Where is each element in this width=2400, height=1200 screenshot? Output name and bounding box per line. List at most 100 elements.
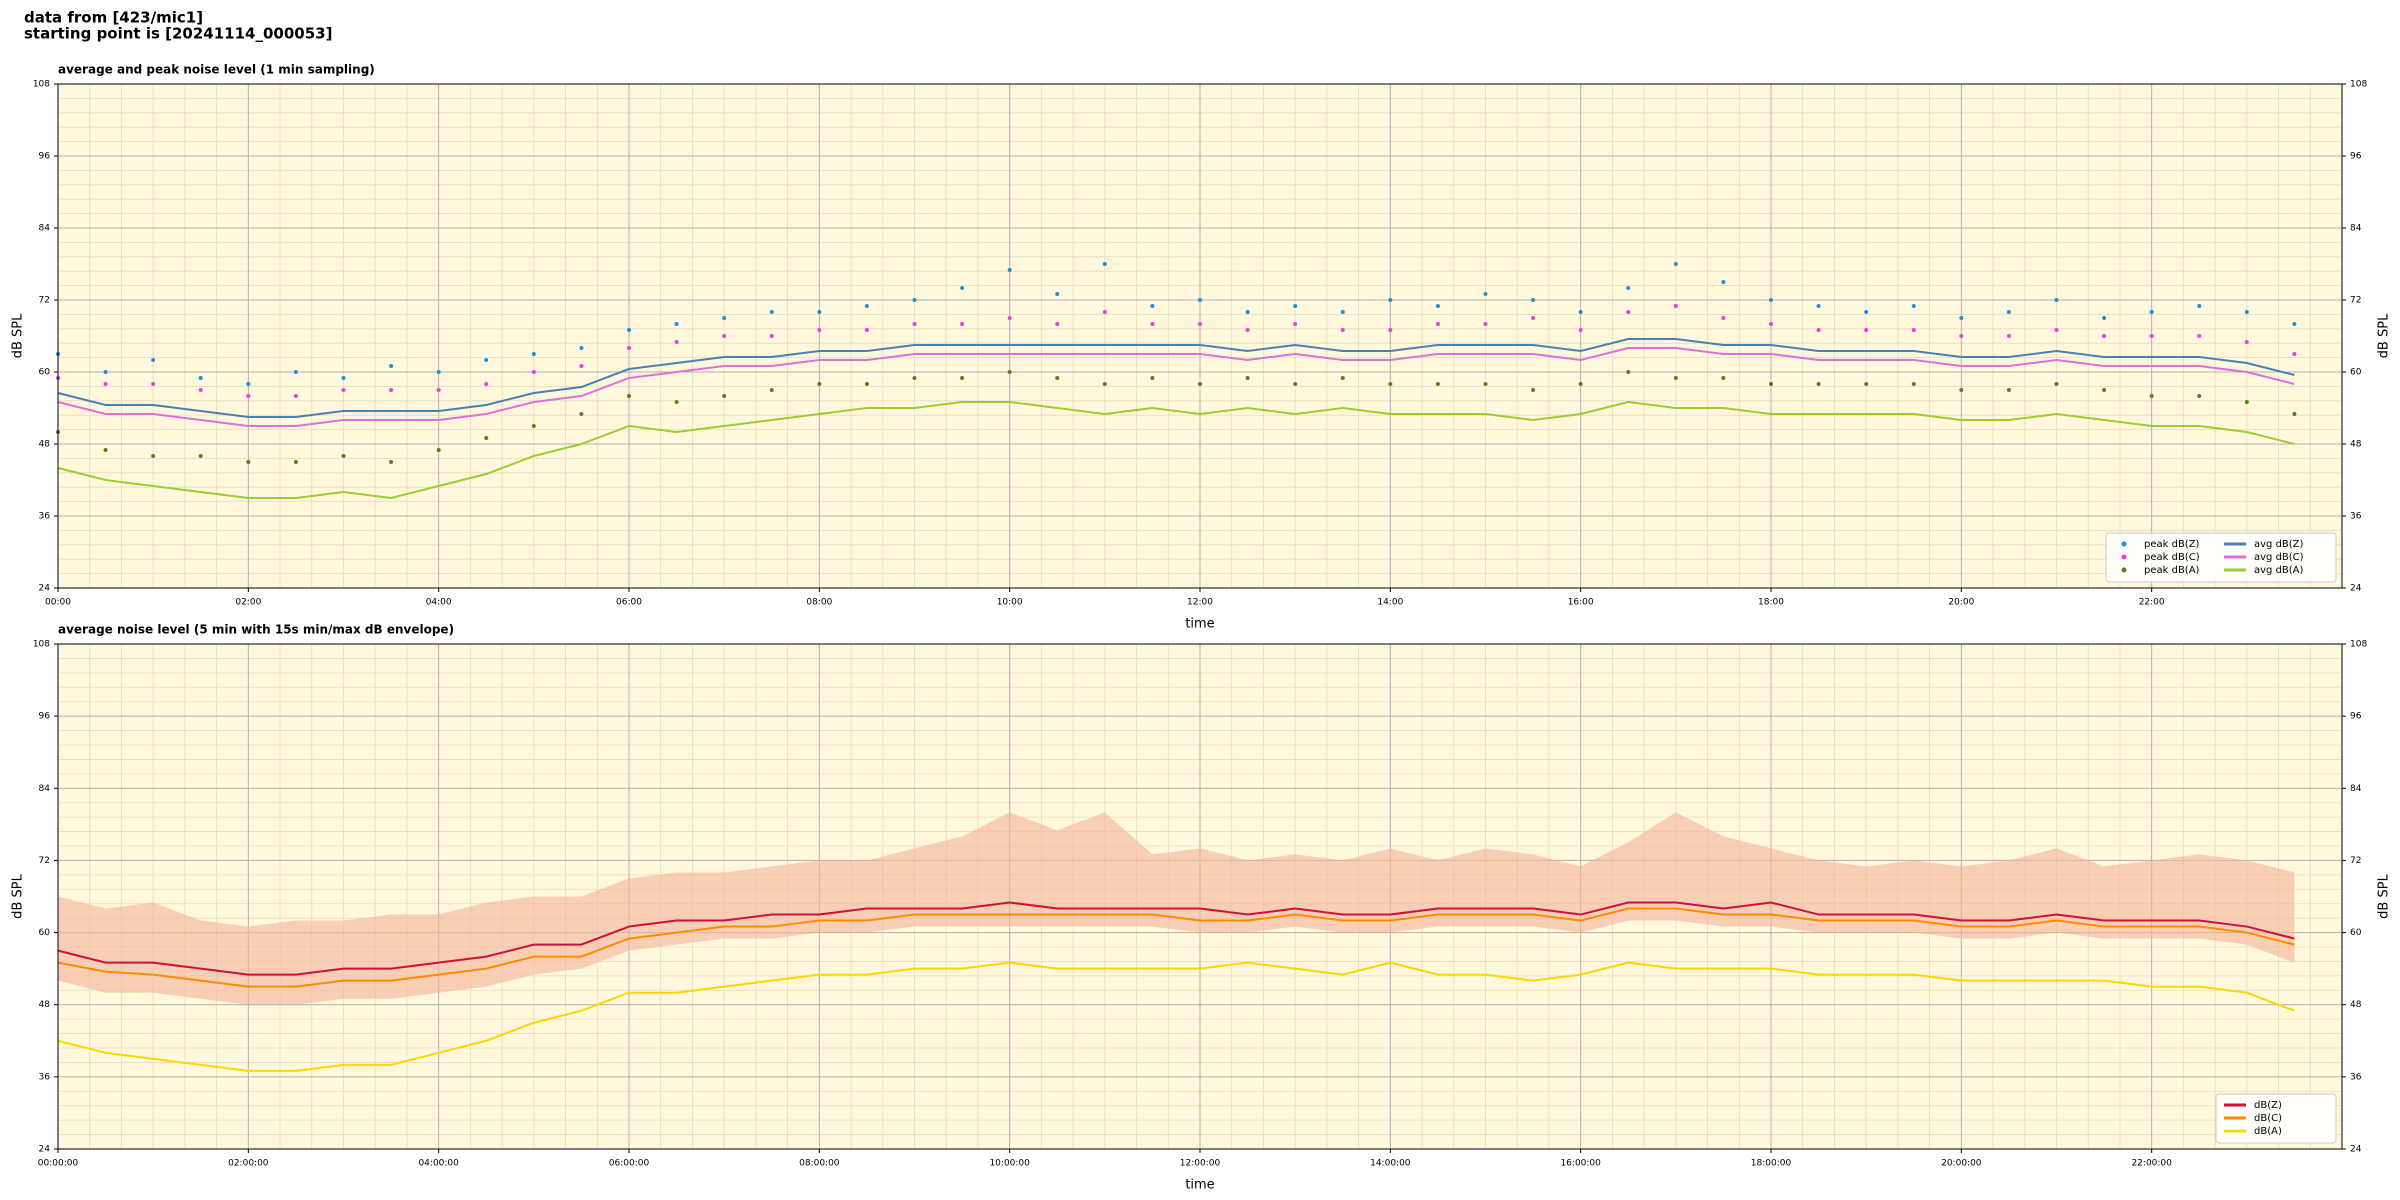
peak-point bbox=[1198, 298, 1202, 302]
peak-point bbox=[1864, 382, 1869, 386]
x-tick-label: 00:00 bbox=[45, 598, 71, 608]
y-tick-label: 24 bbox=[2350, 584, 2362, 594]
peak-point bbox=[627, 346, 631, 350]
peak-point bbox=[1055, 322, 1060, 326]
peak-point bbox=[151, 358, 156, 362]
y-tick-label: 96 bbox=[2350, 712, 2362, 722]
legend-label: peak dB(A) bbox=[2144, 565, 2200, 576]
peak-point bbox=[1388, 382, 1393, 386]
peak-point bbox=[531, 370, 536, 374]
x-tick-label: 20:00:00 bbox=[1941, 1159, 1982, 1169]
peak-point bbox=[627, 328, 631, 332]
peak-point bbox=[2292, 322, 2297, 326]
series-line bbox=[57, 961, 2295, 1072]
peak-point bbox=[2054, 298, 2059, 302]
y-tick-label: 24 bbox=[39, 584, 51, 594]
peak-point bbox=[817, 328, 822, 332]
x-tick-label: 10:00 bbox=[997, 598, 1023, 608]
y-tick-label: 60 bbox=[39, 368, 51, 378]
peak-point bbox=[1198, 322, 1202, 326]
peak-point bbox=[1245, 310, 1250, 314]
legend-label: dB(A) bbox=[2254, 1126, 2282, 1137]
peak-point bbox=[1673, 262, 1678, 266]
peak-point bbox=[1626, 286, 1631, 290]
y-tick-label: 36 bbox=[2350, 1072, 2362, 1082]
legend-label: peak dB(Z) bbox=[2144, 539, 2200, 550]
header-line: starting point is [20241114_000053] bbox=[24, 25, 332, 43]
peak-point bbox=[1769, 382, 1773, 386]
legend-label: dB(Z) bbox=[2254, 1100, 2282, 1111]
y-tick-label: 48 bbox=[39, 1000, 51, 1010]
peak-point bbox=[1388, 328, 1393, 332]
peak-point bbox=[436, 448, 441, 452]
peak-point bbox=[579, 364, 584, 368]
peak-point bbox=[674, 340, 679, 344]
peak-point bbox=[1293, 322, 1298, 326]
peak-point bbox=[2244, 310, 2249, 314]
series-line bbox=[57, 338, 2295, 418]
peak-point bbox=[198, 376, 203, 380]
peak-point bbox=[1007, 370, 1012, 374]
chart-title: average and peak noise level (1 min samp… bbox=[58, 63, 375, 77]
legend-label: peak dB(C) bbox=[2144, 552, 2200, 563]
peak-point bbox=[1150, 322, 1155, 326]
peak-point bbox=[1911, 304, 1916, 308]
plot-frame bbox=[57, 83, 2343, 589]
peak-point bbox=[246, 394, 251, 398]
peak-point bbox=[2292, 412, 2297, 416]
peak-point bbox=[341, 376, 346, 380]
y-tick-label: 60 bbox=[39, 928, 51, 938]
peak-point bbox=[1483, 382, 1488, 386]
legend-label: avg dB(A) bbox=[2254, 565, 2304, 576]
peak-point bbox=[293, 460, 298, 464]
y-tick-label: 108 bbox=[2350, 80, 2367, 90]
peak-point bbox=[1721, 316, 1726, 320]
peak-point bbox=[484, 436, 489, 440]
peak-point bbox=[1531, 388, 1536, 392]
y-tick-label: 36 bbox=[2350, 512, 2362, 522]
legend-marker bbox=[2121, 554, 2127, 560]
peak-point bbox=[1340, 376, 1345, 380]
peak-point bbox=[769, 388, 774, 392]
y-tick-label: 96 bbox=[39, 152, 51, 162]
y-tick-label: 84 bbox=[39, 784, 51, 794]
peak-point bbox=[674, 322, 679, 326]
legend-label: avg dB(C) bbox=[2254, 552, 2304, 563]
peak-point bbox=[1293, 304, 1298, 308]
peak-point bbox=[531, 352, 536, 356]
x-axis-label: time bbox=[1185, 617, 1214, 632]
peak-point bbox=[1198, 382, 1202, 386]
x-tick-label: 06:00:00 bbox=[609, 1159, 650, 1169]
peak-point bbox=[389, 388, 394, 392]
y-axis-label: dB SPL bbox=[2377, 873, 2392, 918]
peak-point bbox=[1816, 382, 1821, 386]
peak-point bbox=[1245, 328, 1250, 332]
y-tick-label: 36 bbox=[39, 1072, 51, 1082]
x-tick-label: 06:00 bbox=[616, 598, 642, 608]
peak-point bbox=[1531, 298, 1536, 302]
peak-point bbox=[722, 394, 727, 398]
series-line bbox=[57, 901, 2295, 976]
peak-point bbox=[2006, 388, 2011, 392]
peak-point bbox=[1340, 310, 1345, 314]
peak-point bbox=[674, 400, 679, 404]
y-tick-label: 72 bbox=[2350, 296, 2361, 306]
peak-point bbox=[769, 334, 774, 338]
peak-point bbox=[1769, 298, 1773, 302]
peak-point bbox=[912, 298, 917, 302]
peak-point bbox=[817, 382, 822, 386]
y-axis-label: dB SPL bbox=[11, 313, 26, 358]
peak-point bbox=[722, 334, 727, 338]
peak-point bbox=[627, 394, 631, 398]
peak-point bbox=[1721, 376, 1726, 380]
peak-point bbox=[960, 322, 965, 326]
peak-point bbox=[1102, 382, 1107, 386]
peak-point bbox=[2244, 400, 2249, 404]
x-tick-label: 08:00:00 bbox=[799, 1159, 840, 1169]
y-axis-label: dB SPL bbox=[2377, 313, 2392, 358]
y-tick-label: 84 bbox=[39, 224, 51, 234]
peak-point bbox=[1435, 322, 1440, 326]
peak-point bbox=[1816, 328, 1821, 332]
